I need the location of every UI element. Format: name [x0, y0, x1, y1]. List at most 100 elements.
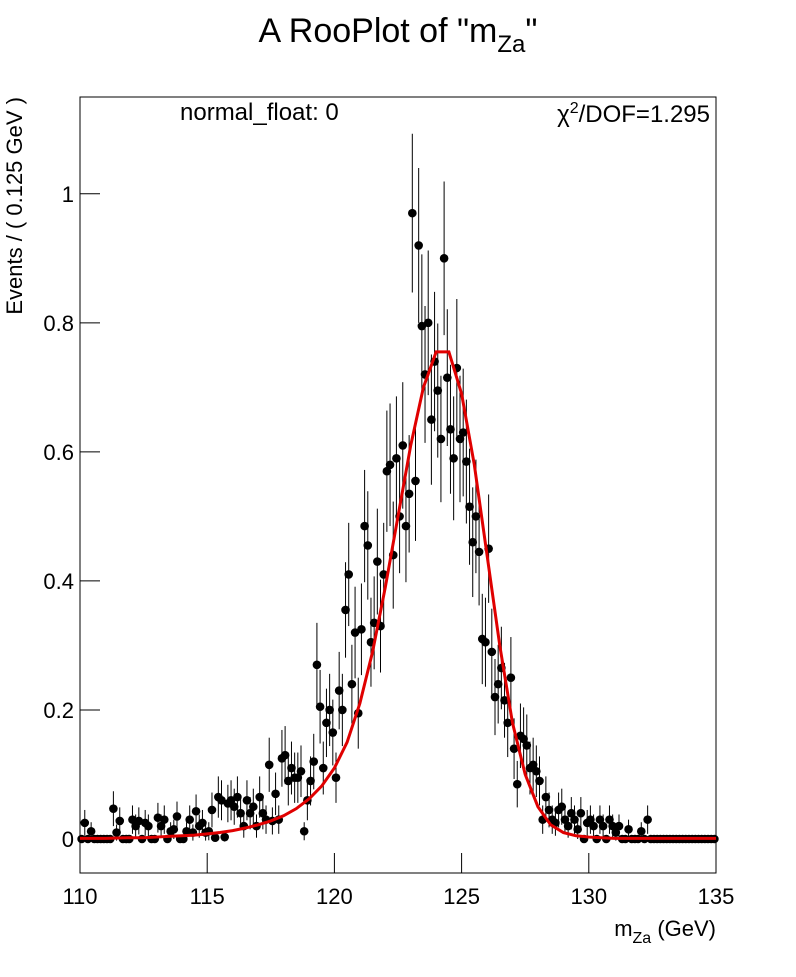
data-point [226, 795, 236, 805]
data-point [156, 821, 166, 831]
y-axis-label: Events / ( 0.125 GeV ) [2, 97, 27, 315]
data-point [338, 705, 347, 715]
data-point [643, 815, 652, 824]
data-point [414, 241, 423, 250]
data-point [611, 828, 621, 837]
data-point [398, 441, 408, 450]
data-point [144, 821, 153, 831]
data-point [210, 833, 220, 843]
data-point [360, 521, 369, 531]
data-point [493, 679, 503, 689]
data-point [465, 502, 474, 512]
data-point [112, 828, 121, 837]
data-point [350, 628, 360, 637]
data-point [528, 760, 538, 770]
data-point [306, 776, 315, 786]
data-point [264, 760, 274, 770]
data-point [233, 792, 242, 802]
data-point [185, 815, 195, 824]
data-point [191, 806, 201, 816]
title-part: " [525, 12, 537, 50]
data-point [576, 808, 586, 818]
data-point [86, 826, 96, 836]
data-point [236, 808, 245, 818]
data-point [608, 821, 617, 831]
plot-frame [79, 96, 717, 874]
data-point [586, 815, 595, 824]
data-point [522, 741, 532, 750]
data-point [347, 679, 357, 689]
data-point [598, 821, 608, 831]
data-point [169, 825, 179, 834]
data-point [309, 757, 319, 766]
data-point [369, 618, 379, 628]
annotation: χ2/DOF=1.295 [557, 100, 710, 128]
data-point [557, 802, 567, 812]
xlabel-sub: Za [633, 930, 652, 947]
data-point [255, 792, 264, 802]
data-point [423, 318, 433, 328]
data-point [506, 673, 516, 682]
data-point [411, 476, 420, 486]
data-point [296, 766, 306, 776]
data-point [535, 776, 544, 786]
data-point [433, 386, 443, 395]
data-point [385, 460, 395, 470]
chi-symbol: χ [557, 101, 570, 128]
data-point [408, 208, 417, 218]
data-point [373, 557, 382, 566]
y-tick-label: 0.6 [43, 440, 74, 465]
title-sub: Za [497, 31, 526, 58]
data-point [258, 808, 268, 818]
data-point [322, 718, 331, 728]
data-point [299, 826, 309, 836]
data-point [605, 815, 614, 824]
data-point [283, 776, 293, 786]
data-point [439, 254, 449, 263]
data-point [519, 734, 528, 744]
data-point [442, 373, 452, 382]
y-tick-label: 0.2 [43, 698, 74, 723]
data-point [481, 637, 490, 647]
x-tick-label: 125 [443, 884, 480, 909]
data-point [541, 792, 551, 802]
data-point [325, 705, 334, 715]
data-point [500, 695, 509, 705]
data-point [509, 744, 519, 753]
data-point [471, 512, 481, 521]
data-point [392, 454, 401, 463]
data-point [172, 812, 182, 821]
chi-sup: 2 [570, 100, 579, 117]
y-tick-label: 1 [62, 182, 74, 207]
data-point [293, 773, 303, 783]
data-point [455, 434, 465, 444]
data-point [636, 826, 646, 836]
data-point [334, 686, 344, 695]
data-point [490, 692, 500, 702]
data-point [242, 795, 252, 805]
data-point [280, 750, 290, 760]
data-point [563, 821, 573, 831]
data-point [109, 804, 118, 813]
data-point [217, 795, 226, 805]
data-point [318, 763, 328, 773]
y-tick-label: 0.4 [43, 569, 74, 594]
data-point [198, 818, 207, 828]
data-point [462, 457, 471, 466]
data-point [357, 625, 366, 634]
data-point [328, 728, 338, 737]
x-tick-label: 120 [316, 884, 353, 909]
x-tick-label: 115 [190, 884, 225, 909]
data-point [449, 454, 458, 463]
data-point [341, 605, 350, 615]
data-point [80, 818, 90, 828]
data-point [468, 537, 478, 547]
data-point [567, 808, 576, 818]
y-tick-label: 0 [62, 827, 74, 852]
data-point [624, 825, 633, 834]
data-point [417, 321, 427, 331]
data-point [570, 815, 579, 824]
data-point [159, 815, 169, 824]
data-point [503, 718, 513, 728]
